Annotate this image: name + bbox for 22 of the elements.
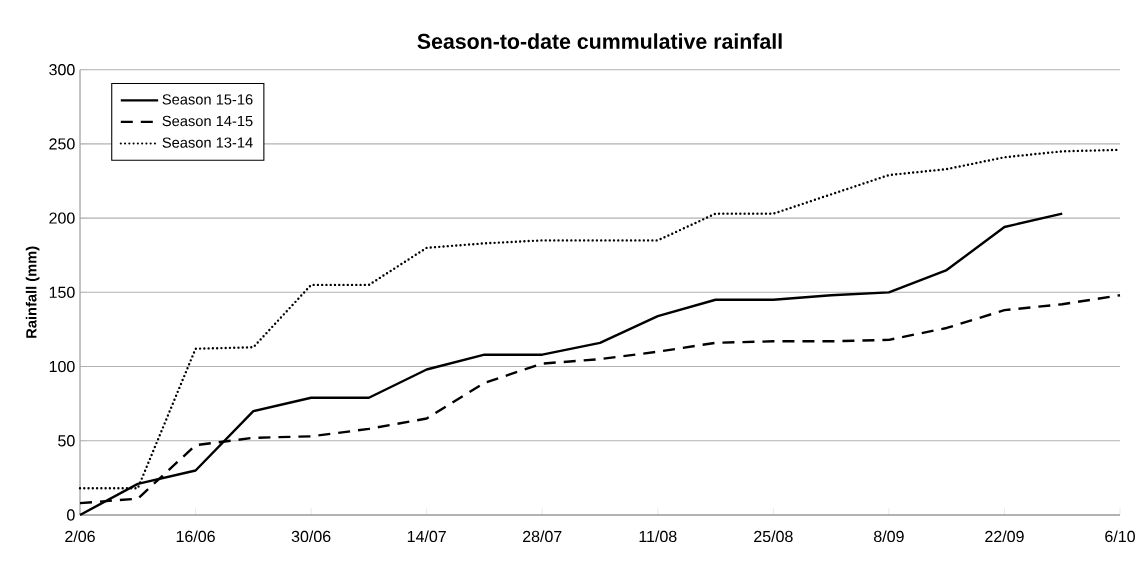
chart-title: Season-to-date cummulative rainfall (417, 33, 782, 49)
x-tick-label: 16/06 (176, 530, 215, 543)
legend-label: Season 13-14 (162, 137, 253, 148)
legend-label: Season 14-15 (162, 115, 253, 127)
y-axis-title: Rainfall (mm) (25, 246, 40, 338)
x-tick-label: 8/09 (874, 530, 904, 543)
x-tick-label: 6/10 (1105, 530, 1135, 543)
y-tick-label: 200 (49, 212, 75, 224)
y-tick-label: 150 (49, 286, 75, 298)
x-tick-label: 28/07 (523, 530, 562, 543)
y-tick-label: 300 (49, 64, 75, 76)
x-tick-label: 2/06 (65, 530, 95, 543)
y-tick-label: 100 (49, 360, 75, 373)
x-tick-label: 30/06 (291, 530, 331, 543)
x-tick-label: 11/08 (639, 530, 677, 543)
y-tick-label: 50 (58, 435, 75, 447)
y-tick-label: 0 (67, 509, 75, 521)
x-tick-label: 22/09 (985, 530, 1024, 543)
legend-label: Season 15-16 (162, 94, 253, 105)
x-tick-label: 25/08 (754, 530, 793, 543)
x-tick-label: 14/07 (407, 530, 446, 543)
y-tick-label: 250 (49, 138, 75, 150)
